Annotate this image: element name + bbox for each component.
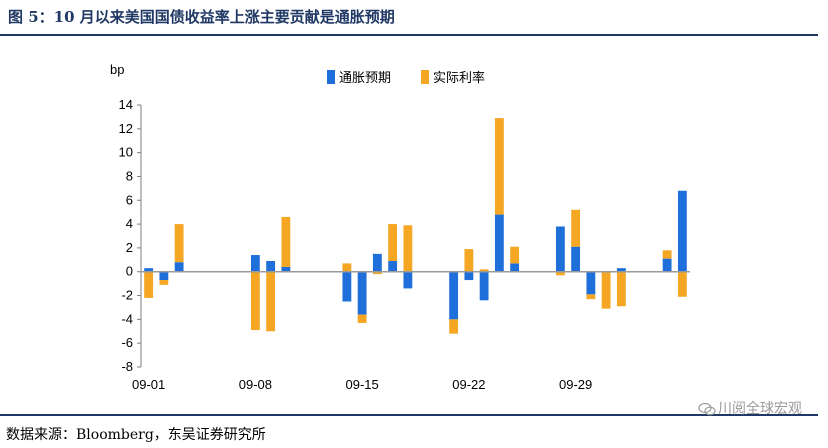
bar-inflation: [555, 226, 565, 272]
figure-title: 图 5：10 月以来美国国债收益率上涨主要贡献是通胀预期: [8, 8, 395, 26]
bar-real-rate: [479, 269, 489, 272]
bar-inflation: [357, 271, 367, 315]
bar-inflation: [342, 271, 352, 302]
bar-real-rate: [616, 271, 626, 307]
y-tick-label: 14: [119, 97, 133, 112]
bar-real-rate: [159, 280, 169, 285]
bar-real-rate: [494, 118, 504, 215]
legend-label-inflation: 通胀预期: [339, 71, 391, 86]
bar-inflation: [372, 253, 382, 272]
bar-inflation: [510, 263, 520, 272]
bar-real-rate: [357, 314, 367, 323]
y-tick-label: 4: [126, 216, 133, 231]
bar-inflation: [266, 261, 276, 272]
y-tick-label: 10: [119, 145, 133, 160]
bars: [144, 118, 687, 334]
x-axis: 09-01 09-08 09-15 09-22 09-29: [132, 270, 690, 392]
bar-inflation: [250, 255, 260, 272]
bar-inflation: [662, 258, 672, 272]
bar-inflation: [586, 271, 596, 295]
y-tick-label: -8: [121, 359, 133, 374]
bar-real-rate: [586, 294, 596, 300]
watermark: 川阅全球宏观: [698, 398, 802, 418]
bar-real-rate: [372, 271, 382, 275]
x-tick-label: 09-29: [559, 377, 592, 392]
bar-inflation: [449, 271, 459, 320]
watermark-text: 川阅全球宏观: [718, 401, 802, 417]
bar-real-rate: [601, 271, 611, 309]
legend: 通胀预期 实际利率: [327, 70, 485, 86]
bottom-rule: [0, 414, 818, 416]
bar-inflation: [494, 214, 504, 272]
bar-inflation: [388, 261, 398, 272]
source-note: 数据来源：Bloomberg，东吴证券研究所: [6, 427, 266, 443]
bar-real-rate: [403, 225, 413, 272]
bar-real-rate: [464, 249, 474, 272]
y-axis-label: bp: [110, 62, 124, 77]
bar-real-rate: [571, 209, 581, 247]
y-tick-label: -2: [121, 288, 133, 303]
bar-real-rate: [662, 250, 672, 259]
bar-inflation: [159, 271, 169, 281]
bar-real-rate: [555, 271, 565, 276]
y-tick-label: 2: [126, 240, 133, 255]
x-tick-label: 09-15: [346, 377, 379, 392]
y-axis: 14 12 10 8 6 4 2 0 -2 -4 -6 -8: [119, 97, 142, 374]
top-rule: [0, 34, 818, 36]
bar-real-rate: [388, 224, 398, 262]
bar-inflation: [403, 271, 413, 289]
bar-inflation: [677, 190, 687, 272]
bar-real-rate: [281, 216, 291, 267]
bar-real-rate: [266, 271, 276, 332]
y-tick-label: -4: [121, 311, 133, 326]
bar-real-rate: [342, 263, 352, 272]
legend-swatch-inflation: [327, 70, 335, 84]
x-tick-label: 09-22: [452, 377, 485, 392]
legend-label-real-rate: 实际利率: [433, 70, 485, 86]
bar-inflation: [616, 268, 626, 272]
bar-real-rate: [677, 271, 687, 297]
bar-real-rate: [449, 319, 459, 334]
bar-inflation: [571, 246, 581, 272]
wechat-icon: [698, 402, 716, 416]
bar-real-rate: [144, 271, 154, 298]
bar-inflation: [281, 266, 291, 272]
y-tick-label: 12: [119, 121, 133, 136]
bar-inflation: [144, 268, 154, 272]
y-tick-label: 0: [126, 264, 133, 279]
bar-real-rate: [174, 224, 184, 263]
bar-inflation: [174, 262, 184, 272]
y-tick-label: 8: [126, 168, 133, 183]
y-tick-label: -6: [121, 335, 133, 350]
bar-inflation: [479, 271, 489, 301]
bar-inflation: [464, 271, 474, 281]
x-tick-label: 09-08: [239, 377, 272, 392]
x-tick-label: 09-01: [132, 377, 165, 392]
y-tick-label: 6: [126, 192, 133, 207]
bar-real-rate: [510, 246, 520, 264]
bar-real-rate: [250, 271, 260, 331]
legend-swatch-real-rate: [421, 70, 429, 84]
